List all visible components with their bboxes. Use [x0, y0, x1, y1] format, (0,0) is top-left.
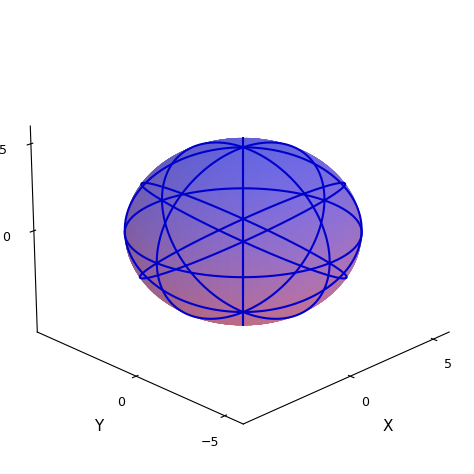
X-axis label: X: X	[382, 419, 392, 434]
Y-axis label: Y: Y	[94, 419, 104, 434]
